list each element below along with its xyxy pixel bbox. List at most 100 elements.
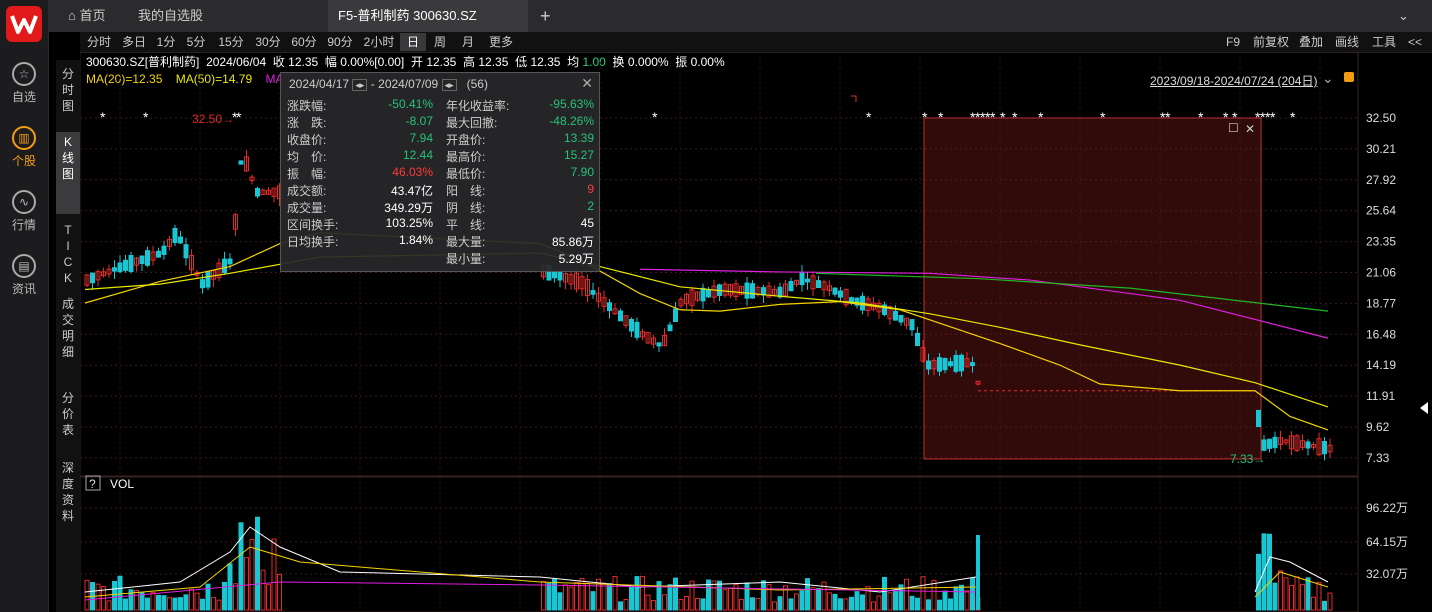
period-0[interactable]: 分时 <box>86 35 111 49</box>
volume-bar <box>634 576 640 611</box>
candle-body <box>596 292 601 302</box>
period-3[interactable]: 5分 <box>186 35 206 49</box>
candle-body <box>128 255 134 273</box>
tab-active-stock[interactable]: F5-普利制药 300630.SZ <box>328 0 528 32</box>
volume-bar <box>546 582 552 611</box>
popup-left-label-1: 涨 跌: <box>287 116 327 130</box>
event-star-icon: * <box>1038 109 1044 125</box>
candle-body <box>612 308 618 315</box>
tool-2[interactable]: 叠加 <box>1298 35 1323 49</box>
candle-body <box>651 337 656 345</box>
price-axis-label: 25.64 <box>1366 204 1396 218</box>
lock-icon[interactable] <box>1344 72 1354 82</box>
candle-body <box>227 258 233 265</box>
candle-body <box>238 160 244 165</box>
candle-body <box>634 321 640 338</box>
volume-bar <box>788 598 794 611</box>
vol-ma-white-right <box>1254 556 1329 593</box>
quote-info-line: 300630.SZ[普利制药] 2024/06/04 收 12.35 幅 0.0… <box>86 53 725 70</box>
side-tab-0[interactable]: 分时图 <box>61 67 74 113</box>
rail-item-news[interactable]: ▤ 资讯 <box>0 254 48 297</box>
volume-bar <box>568 586 574 611</box>
period-12[interactable]: 更多 <box>488 35 513 49</box>
side-tab-3[interactable]: 成交明细 <box>61 297 74 359</box>
add-tab-button[interactable]: + <box>540 6 551 26</box>
app-logo[interactable] <box>6 6 42 42</box>
tool-0[interactable]: F9 <box>1225 35 1240 49</box>
volume-bar <box>1316 581 1322 611</box>
close-icon[interactable]: ✕ <box>581 75 593 91</box>
volume-bar <box>843 598 849 611</box>
event-star-icon: * <box>1270 109 1276 125</box>
rail-label: 个股 <box>11 154 36 168</box>
range-dropdown-icon[interactable]: ⌄ <box>1322 70 1334 86</box>
popup-right-label-6: 阴 线: <box>446 201 486 215</box>
range-label[interactable]: 2023/09/18-2024/07/24 (204日) <box>1150 74 1318 88</box>
price-axis-label: 30.21 <box>1366 142 1396 156</box>
event-star-icon: * <box>970 109 976 125</box>
volume-bar <box>898 584 904 611</box>
period-2[interactable]: 1分 <box>156 35 176 49</box>
period-7[interactable]: 90分 <box>327 35 353 49</box>
volume-bar <box>750 597 755 611</box>
rail-item-watchlist[interactable]: ☆ 自选 <box>0 62 48 105</box>
period-9[interactable]: 日 <box>400 33 426 51</box>
volume-bar <box>695 598 700 611</box>
candle-body <box>579 276 585 290</box>
period-4[interactable]: 15分 <box>218 35 244 49</box>
event-star-icon: * <box>990 109 996 125</box>
date-stepper-icon[interactable]: ◂▸ <box>441 79 457 91</box>
event-star-icon: * <box>1265 109 1271 125</box>
rail-item-market[interactable]: ∿ 行情 <box>0 190 48 233</box>
rail-label: 自选 <box>11 90 36 104</box>
volume-bar <box>117 575 123 611</box>
volume-bar <box>711 580 717 611</box>
date-stepper-icon[interactable]: ◂▸ <box>352 79 368 91</box>
ma50-line <box>84 252 1329 408</box>
volume-bar <box>744 582 750 611</box>
candle-body <box>1305 441 1311 449</box>
side-tab-4[interactable]: 分价表 <box>61 391 74 437</box>
event-star-icon: * <box>1000 109 1006 125</box>
popup-left-value-8: 1.84% <box>398 233 433 247</box>
rail-item-stock[interactable]: ▥ 个股 <box>0 126 48 169</box>
candle-body <box>1300 440 1305 448</box>
popup-left-label-4: 振 幅: <box>287 167 327 181</box>
tool-1[interactable]: 前复权 <box>1252 35 1289 49</box>
period-8[interactable]: 2小时 <box>363 35 395 49</box>
event-star-icon: * <box>100 109 106 125</box>
volume-bar <box>871 601 876 611</box>
period-6[interactable]: 60分 <box>291 35 317 49</box>
candle-body <box>975 380 981 385</box>
volume-bar <box>953 586 959 611</box>
candle-body <box>607 302 612 311</box>
price-axis-label: 23.35 <box>1366 235 1396 249</box>
popup-left-label-3: 均 价: <box>287 150 327 164</box>
kline-chart[interactable]: 32.50 30.21 27.92 25.64 23.35 21.06 18.77 16.48… <box>80 52 1432 612</box>
tool-5[interactable]: << <box>1407 35 1422 49</box>
event-star-icon: * <box>232 109 238 125</box>
period-5[interactable]: 30分 <box>255 35 281 49</box>
period-10[interactable]: 周 <box>433 35 446 49</box>
tab-home[interactable]: ⌂ 首页 <box>58 0 115 32</box>
side-tab-5[interactable]: 深度资料 <box>61 461 74 523</box>
volume-bar <box>112 581 117 611</box>
candle-body <box>1272 436 1278 449</box>
tool-3[interactable]: 画线 <box>1334 35 1359 49</box>
tab-watchlist[interactable]: 我的自选股 <box>128 0 213 32</box>
ma-more-legend: MA <box>265 72 284 86</box>
candle-body <box>739 285 744 295</box>
chevron-down-icon[interactable]: ⌄ <box>1398 8 1409 23</box>
period-11[interactable]: 月 <box>461 35 474 49</box>
volume-bar <box>799 590 805 611</box>
tool-4[interactable]: 工具 <box>1371 35 1396 49</box>
volume-bar <box>689 580 695 611</box>
candle-body <box>618 310 623 322</box>
volume-bar <box>106 600 112 611</box>
range-stats-popup: 2024/04/17 ◂▸ - 2024/07/09 ◂▸ (56) ✕ 涨跌幅… <box>280 72 600 272</box>
period-1[interactable]: 多日 <box>121 35 146 49</box>
candle-body <box>667 324 673 332</box>
candle-body <box>799 272 805 286</box>
